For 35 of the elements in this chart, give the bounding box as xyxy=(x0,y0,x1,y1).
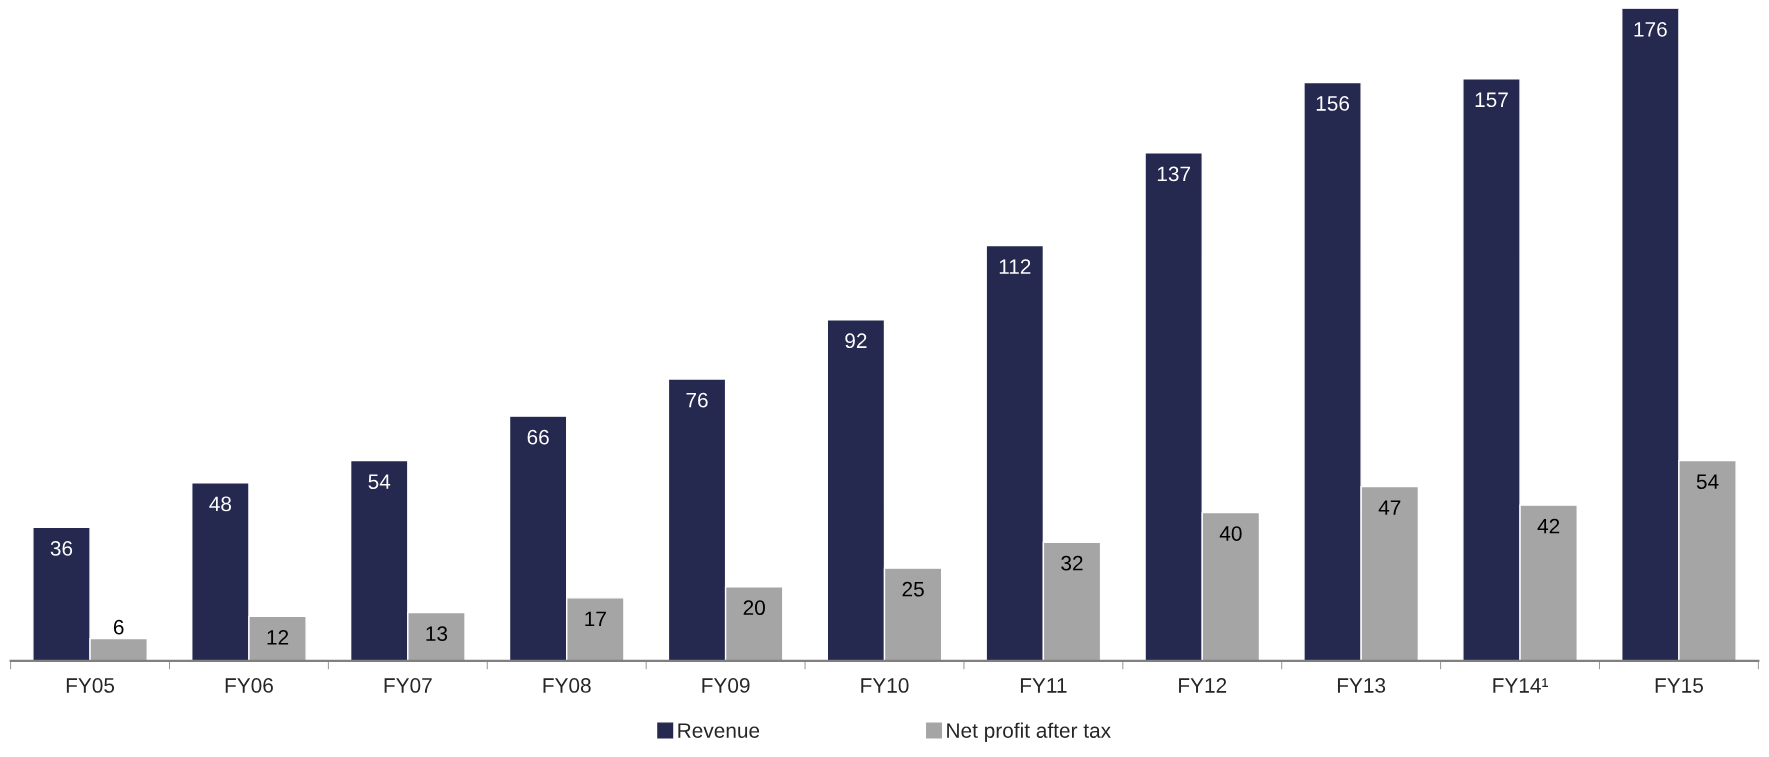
data-label: 176 xyxy=(1634,21,1667,37)
x-tick-label: FY08 xyxy=(543,678,591,693)
data-label: 48 xyxy=(209,496,232,512)
data-label: 66 xyxy=(527,429,549,445)
data-label: 156 xyxy=(1316,96,1350,111)
x-tick-label: FY09 xyxy=(702,678,750,693)
x-tick-label: FY15 xyxy=(1655,678,1703,693)
data-label: 13 xyxy=(426,626,448,642)
data-label: 54 xyxy=(368,474,391,490)
x-tick-label: FY07 xyxy=(384,678,432,693)
x-tick-label: FY13 xyxy=(1337,678,1386,693)
data-label: 112 xyxy=(999,259,1031,274)
x-tick-label: FY11 xyxy=(1020,678,1067,693)
data-label: 12 xyxy=(267,629,289,645)
x-tick-label: FY06 xyxy=(225,678,273,693)
data-label: 76 xyxy=(686,392,708,408)
x-tick-label: FY05 xyxy=(66,678,115,693)
data-label: 54 xyxy=(1696,474,1719,490)
data-label: 36 xyxy=(50,540,73,556)
x-tick-label: FY12 xyxy=(1179,678,1227,693)
data-label: 40 xyxy=(1219,526,1242,541)
data-label: 25 xyxy=(902,581,924,597)
data-label: 42 xyxy=(1537,518,1560,534)
data-label: 137 xyxy=(1157,166,1191,182)
data-label: 20 xyxy=(743,600,765,616)
data-label: 47 xyxy=(1378,500,1401,515)
x-tick-label: FY14¹ xyxy=(1493,678,1548,693)
legend-label: Revenue xyxy=(678,723,760,738)
legend-label: Net profit after tax xyxy=(947,722,1111,743)
data-label: 17 xyxy=(585,611,606,626)
data-label: 32 xyxy=(1061,555,1083,571)
data-label: 157 xyxy=(1475,92,1508,108)
x-tick-label: FY10 xyxy=(861,678,909,693)
data-label: 6 xyxy=(113,619,124,635)
data-label: 92 xyxy=(845,333,867,349)
